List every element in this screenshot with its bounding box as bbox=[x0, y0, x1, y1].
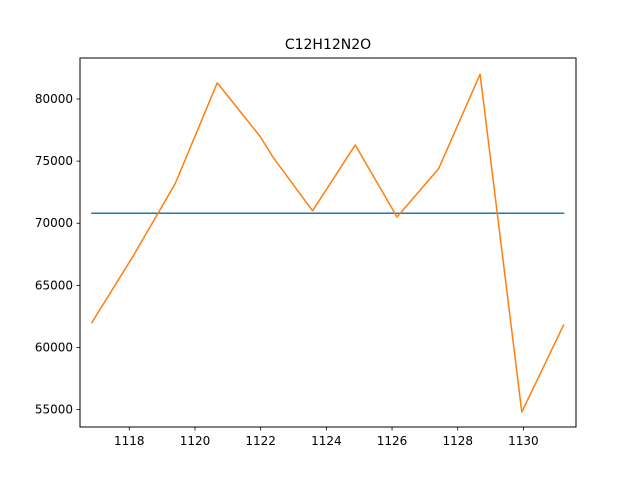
x-tick-label-3: 1124 bbox=[311, 434, 342, 448]
y-axis: 55000 60000 65000 70000 75000 80000 bbox=[35, 92, 80, 417]
y-tick-label-1: 60000 bbox=[35, 340, 73, 354]
x-tick-label-6: 1130 bbox=[508, 434, 539, 448]
y-tick-label-3: 70000 bbox=[35, 216, 73, 230]
x-tick-label-2: 1122 bbox=[245, 434, 276, 448]
plot-area-frame bbox=[79, 57, 577, 428]
x-tick-label-0: 1118 bbox=[114, 434, 145, 448]
x-axis: 1118 1120 1122 1124 1126 1128 1130 bbox=[114, 427, 539, 448]
x-tick-label-1: 1120 bbox=[180, 434, 211, 448]
x-tick-label-5: 1128 bbox=[442, 434, 473, 448]
chart-title: C12H12N2O bbox=[285, 37, 371, 53]
y-tick-label-0: 55000 bbox=[35, 403, 73, 417]
x-tick-label-4: 1126 bbox=[377, 434, 408, 448]
y-tick-label-5: 80000 bbox=[35, 92, 73, 106]
series-line-2 bbox=[90, 73, 565, 413]
y-tick-label-4: 75000 bbox=[35, 154, 73, 168]
y-tick-label-2: 65000 bbox=[35, 278, 73, 292]
series-layer bbox=[90, 73, 565, 413]
